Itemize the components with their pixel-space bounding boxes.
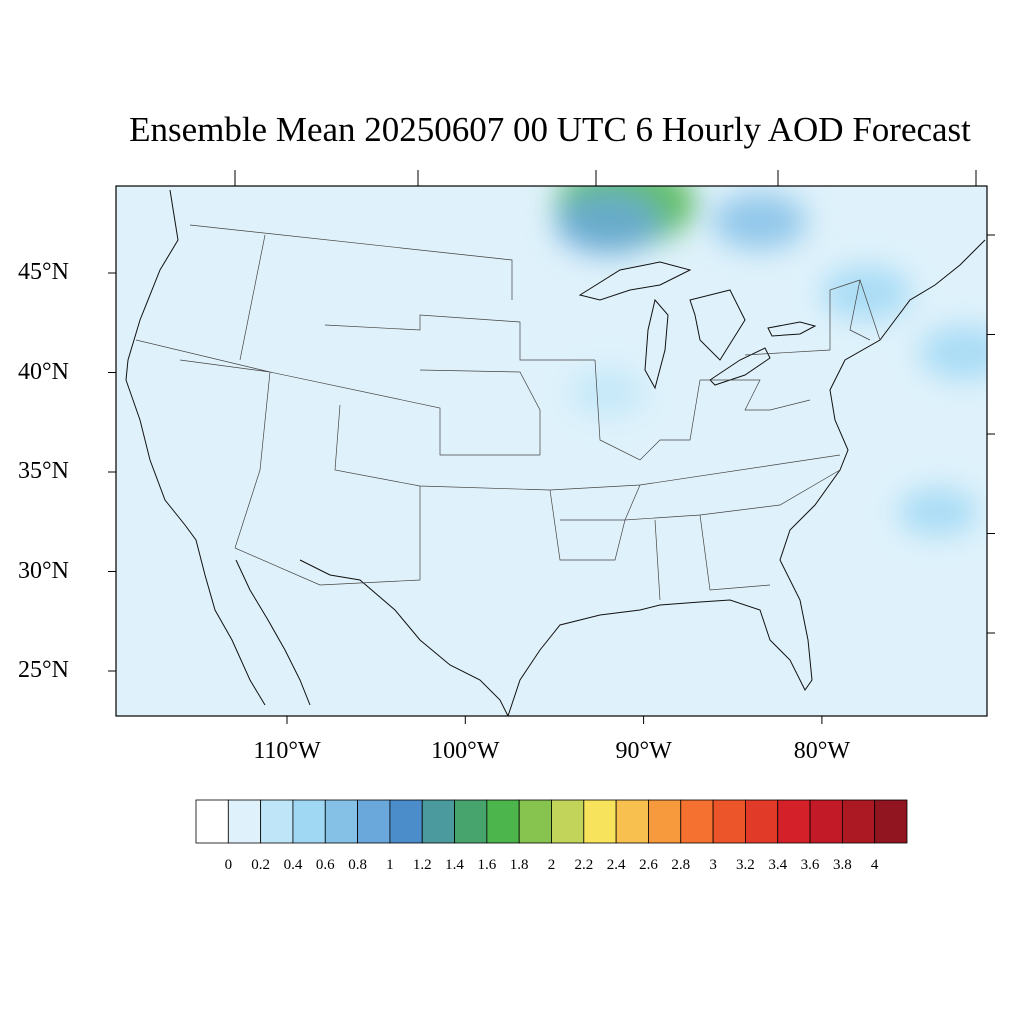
lon-label-0: 110°W bbox=[253, 738, 321, 764]
colorbar-swatch-0 bbox=[195, 799, 229, 844]
colorbar-swatch-8 bbox=[454, 799, 488, 844]
colorbar-label-11: 2.2 bbox=[574, 857, 594, 873]
colorbar-swatch-14 bbox=[648, 799, 682, 844]
lon-label-3: 80°W bbox=[793, 738, 851, 764]
lat-label-0: 45°N bbox=[18, 259, 69, 285]
colorbar-label-6: 1.2 bbox=[412, 857, 432, 873]
great-lakes bbox=[578, 261, 817, 390]
colorbar-swatch-6 bbox=[389, 799, 423, 844]
lat-label-4: 25°N bbox=[18, 657, 69, 683]
colorbar-swatch-3 bbox=[292, 799, 326, 844]
colorbar-swatch-13 bbox=[615, 799, 649, 844]
colorbar-swatch-2 bbox=[260, 799, 294, 844]
colorbar-label-13: 2.6 bbox=[639, 857, 658, 873]
lat-label-1: 40°N bbox=[18, 358, 69, 385]
map-panel bbox=[108, 170, 995, 724]
map-background bbox=[116, 186, 987, 716]
colorbar-swatch-12 bbox=[583, 799, 617, 844]
colorbar-swatch-20 bbox=[841, 799, 876, 844]
aod-plume-layer bbox=[555, 186, 987, 536]
colorbar-label-14: 2.8 bbox=[671, 857, 691, 873]
colorbar-swatch-4 bbox=[324, 799, 358, 844]
colorbar bbox=[195, 799, 908, 844]
colorbar-swatch-18 bbox=[777, 799, 811, 844]
colorbar-swatch-1 bbox=[227, 799, 262, 844]
colorbar-swatch-10 bbox=[518, 799, 552, 844]
colorbar-label-7: 1.4 bbox=[445, 857, 464, 873]
aod-plume-3 bbox=[821, 265, 912, 320]
colorbar-label-15: 3 bbox=[709, 857, 717, 873]
colorbar-swatch-21 bbox=[874, 799, 908, 844]
colorbar-label-4: 0.8 bbox=[348, 857, 367, 873]
colorbar-swatch-11 bbox=[551, 799, 585, 844]
colorbar-swatch-7 bbox=[421, 799, 455, 844]
colorbar-swatch-16 bbox=[712, 799, 746, 844]
colorbar-label-0: 0 bbox=[224, 857, 233, 873]
colorbar-label-19: 3.8 bbox=[832, 857, 852, 873]
colorbar-swatch-15 bbox=[680, 799, 714, 844]
colorbar-swatch-9 bbox=[486, 799, 520, 844]
colorbar-label-12: 2.4 bbox=[606, 857, 626, 873]
aod-plume-2 bbox=[711, 192, 807, 250]
chart-title: Ensemble Mean 20250607 00 UTC 6 Hourly A… bbox=[129, 110, 971, 149]
lat-label-3: 30°N bbox=[18, 557, 69, 584]
aod-plume-4 bbox=[919, 325, 987, 380]
colorbar-swatch-19 bbox=[809, 799, 843, 844]
colorbar-label-10: 2 bbox=[547, 857, 556, 873]
colorbar-label-8: 1.6 bbox=[477, 857, 497, 873]
coastline bbox=[125, 189, 986, 716]
lon-label-2: 90°W bbox=[615, 738, 672, 764]
colorbar-label-18: 3.6 bbox=[800, 857, 820, 873]
aod-plume-6 bbox=[570, 369, 646, 415]
colorbar-label-16: 3.2 bbox=[736, 857, 755, 873]
axis-ticks bbox=[108, 170, 995, 724]
colorbar-label-5: 1 bbox=[386, 857, 394, 873]
colorbar-label-9: 1.8 bbox=[509, 857, 529, 873]
colorbar-swatch-17 bbox=[745, 799, 779, 844]
colorbar-label-3: 0.6 bbox=[315, 857, 335, 873]
colorbar-label-2: 0.4 bbox=[283, 857, 303, 873]
map-frame bbox=[115, 185, 988, 717]
aod-plume-5 bbox=[897, 487, 978, 536]
state-borders bbox=[135, 224, 881, 601]
colorbar-label-17: 3.4 bbox=[768, 857, 788, 873]
lon-label-1: 100°W bbox=[431, 738, 500, 764]
colorbar-label-20: 4 bbox=[870, 857, 879, 873]
lat-label-2: 35°N bbox=[18, 458, 69, 484]
aod-plume-1 bbox=[555, 191, 661, 255]
colorbar-swatch-5 bbox=[357, 799, 391, 844]
colorbar-label-1: 0.2 bbox=[251, 857, 270, 873]
